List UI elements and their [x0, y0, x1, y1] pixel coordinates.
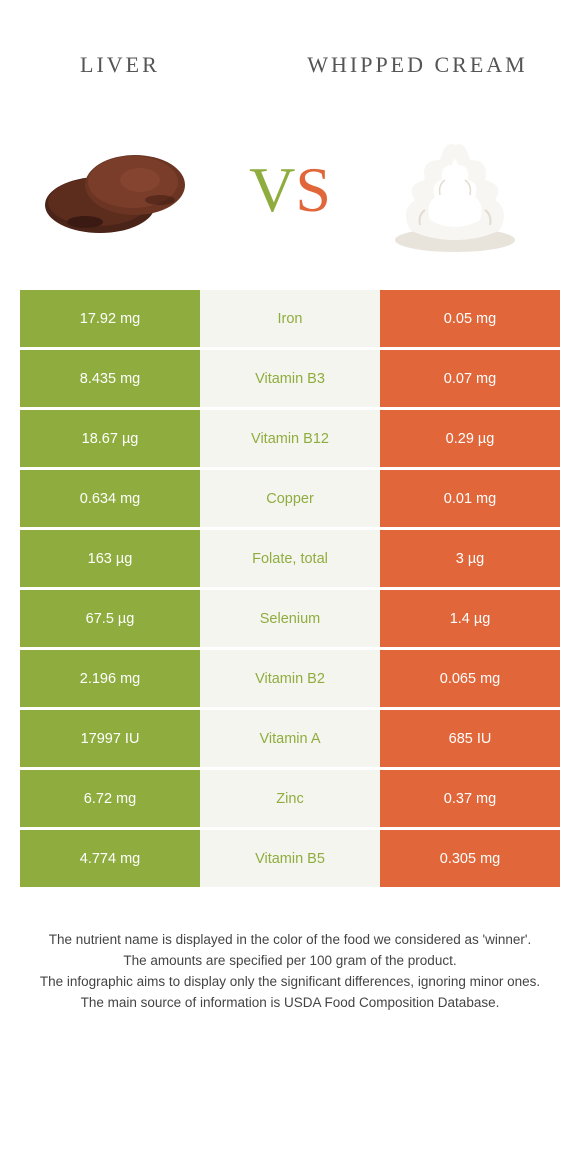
value-right: 0.07 mg [380, 350, 560, 407]
value-left: 18.67 µg [20, 410, 200, 467]
value-right: 1.4 µg [380, 590, 560, 647]
table-row: 163 µgFolate, total3 µg [20, 530, 560, 587]
value-right: 3 µg [380, 530, 560, 587]
table-row: 17.92 mgIron0.05 mg [20, 290, 560, 347]
value-left: 4.774 mg [20, 830, 200, 887]
images-row: VS [0, 110, 580, 290]
vs-label: VS [249, 153, 331, 227]
value-left: 2.196 mg [20, 650, 200, 707]
table-row: 0.634 mgCopper0.01 mg [20, 470, 560, 527]
title-left: LIVER [50, 52, 305, 78]
table-row: 67.5 µgSelenium1.4 µg [20, 590, 560, 647]
header: LIVER WHIPPED CREAM [0, 0, 580, 110]
nutrient-label: Selenium [200, 590, 380, 647]
table-row: 4.774 mgVitamin B50.305 mg [20, 830, 560, 887]
nutrient-label: Folate, total [200, 530, 380, 587]
footer-line-2: The amounts are specified per 100 gram o… [35, 951, 545, 972]
footer-line-3: The infographic aims to display only the… [35, 972, 545, 993]
footer-notes: The nutrient name is displayed in the co… [0, 890, 580, 1014]
value-left: 163 µg [20, 530, 200, 587]
value-left: 0.634 mg [20, 470, 200, 527]
table-row: 6.72 mgZinc0.37 mg [20, 770, 560, 827]
value-right: 0.065 mg [380, 650, 560, 707]
value-left: 17997 IU [20, 710, 200, 767]
nutrient-label: Zinc [200, 770, 380, 827]
value-right: 0.37 mg [380, 770, 560, 827]
nutrient-label: Vitamin B12 [200, 410, 380, 467]
table-row: 8.435 mgVitamin B30.07 mg [20, 350, 560, 407]
value-right: 0.05 mg [380, 290, 560, 347]
value-left: 17.92 mg [20, 290, 200, 347]
comparison-table: 17.92 mgIron0.05 mg8.435 mgVitamin B30.0… [0, 290, 580, 887]
footer-line-1: The nutrient name is displayed in the co… [35, 930, 545, 951]
footer-line-4: The main source of information is USDA F… [35, 993, 545, 1014]
nutrient-label: Vitamin B5 [200, 830, 380, 887]
vs-v: V [249, 154, 295, 225]
value-right: 685 IU [380, 710, 560, 767]
value-right: 0.305 mg [380, 830, 560, 887]
value-right: 0.01 mg [380, 470, 560, 527]
liver-image [40, 120, 210, 260]
value-left: 8.435 mg [20, 350, 200, 407]
value-left: 6.72 mg [20, 770, 200, 827]
whipped-cream-image [370, 120, 540, 260]
nutrient-label: Vitamin A [200, 710, 380, 767]
title-right: WHIPPED CREAM [305, 51, 530, 80]
nutrient-label: Vitamin B3 [200, 350, 380, 407]
vs-s: S [295, 154, 331, 225]
nutrient-label: Copper [200, 470, 380, 527]
table-row: 18.67 µgVitamin B120.29 µg [20, 410, 560, 467]
value-left: 67.5 µg [20, 590, 200, 647]
nutrient-label: Iron [200, 290, 380, 347]
table-row: 2.196 mgVitamin B20.065 mg [20, 650, 560, 707]
nutrient-label: Vitamin B2 [200, 650, 380, 707]
table-row: 17997 IUVitamin A685 IU [20, 710, 560, 767]
value-right: 0.29 µg [380, 410, 560, 467]
